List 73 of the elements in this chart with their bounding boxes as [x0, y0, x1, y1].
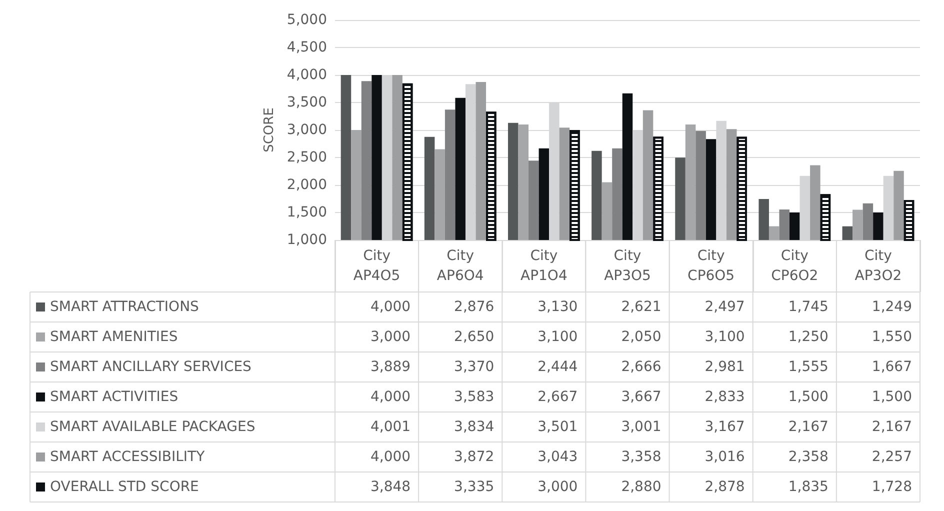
y-tick-label: 1,000 [286, 232, 327, 248]
x-tick-label: City AP3O2 [854, 248, 902, 284]
data-label: 2,358 [788, 449, 828, 465]
x-tick-label: City CP6O5 [688, 248, 735, 284]
legend-label: OVERALL STD SCORE [50, 479, 199, 495]
x-tick-label: City AP3O5 [604, 248, 651, 284]
y-tick-label: 3,000 [286, 122, 327, 138]
data-label: 3,667 [621, 389, 662, 405]
data-label: 2,667 [538, 389, 578, 405]
data-label: 1,745 [788, 299, 828, 315]
y-tick-label: 2,000 [286, 177, 327, 193]
x-tick-label: City AP4O5 [353, 248, 400, 284]
data-label: 3,100 [538, 329, 578, 345]
data-label: 4,000 [370, 449, 411, 465]
x-tick-label: City AP6O4 [436, 248, 484, 284]
data-label: 3,016 [704, 449, 745, 465]
data-label: 4,000 [370, 389, 411, 405]
data-label: 2,981 [704, 359, 745, 375]
data-label: 3,167 [704, 419, 745, 435]
data-label: 1,249 [872, 299, 912, 315]
data-label: 3,583 [454, 389, 494, 405]
data-label: 2,257 [872, 449, 912, 465]
y-tick-label: 4,000 [286, 67, 327, 83]
data-label: 2,833 [704, 389, 745, 405]
data-label: 1,728 [872, 479, 912, 495]
data-label: 3,001 [621, 419, 662, 435]
data-label: 3,501 [538, 419, 578, 435]
legend-label: SMART ACTIVITIES [50, 389, 178, 405]
data-label: 4,001 [370, 419, 411, 435]
data-label: 1,550 [872, 329, 912, 345]
data-label: 2,444 [538, 359, 578, 375]
legend-label: SMART AMENITIES [50, 329, 178, 345]
y-tick-label: 3,500 [286, 94, 327, 110]
data-label: 1,667 [872, 359, 912, 375]
legend-label: SMART ANCILLARY SERVICES [50, 359, 252, 375]
data-label: 3,848 [370, 479, 411, 495]
y-axis-title: SCORE [262, 108, 278, 152]
data-label: 1,250 [788, 329, 828, 345]
data-label: 3,872 [454, 449, 494, 465]
data-label: 4,000 [370, 299, 411, 315]
data-label: 1,500 [788, 389, 828, 405]
data-label: 3,335 [454, 479, 494, 495]
data-label: 2,650 [454, 329, 494, 345]
data-label: 2,666 [621, 359, 662, 375]
x-tick-label: City CP6O2 [771, 248, 818, 284]
data-label: 1,555 [788, 359, 828, 375]
y-tick-label: 1,500 [286, 204, 327, 220]
data-label: 3,834 [454, 419, 494, 435]
data-label: 2,050 [621, 329, 662, 345]
data-label: 2,167 [788, 419, 828, 435]
y-tick-label: 2,500 [286, 150, 327, 166]
data-label: 1,500 [872, 389, 912, 405]
x-tick-label: City AP1O4 [520, 248, 568, 284]
legend-label: SMART ATTRACTIONS [50, 299, 200, 315]
data-label: 3,130 [538, 299, 578, 315]
data-label: 3,358 [621, 449, 662, 465]
data-label: 2,878 [704, 479, 745, 495]
data-label: 2,497 [704, 299, 745, 315]
data-label: 3,370 [454, 359, 494, 375]
data-label: 3,100 [704, 329, 745, 345]
data-label: 2,167 [872, 419, 912, 435]
y-tick-label: 4,500 [286, 40, 327, 56]
y-tick-label: 5,000 [286, 12, 327, 28]
data-label: 3,889 [370, 359, 411, 375]
legend-label: SMART AVAILABLE PACKAGES [50, 419, 256, 435]
data-label: 1,835 [788, 479, 828, 495]
data-label: 3,000 [370, 329, 411, 345]
data-label: 2,880 [621, 479, 662, 495]
data-label: 3,043 [538, 449, 578, 465]
legend-label: SMART ACCESSIBILITY [50, 449, 206, 465]
data-label: 2,876 [454, 299, 494, 315]
data-label: 2,621 [621, 299, 662, 315]
data-label: 3,000 [538, 479, 578, 495]
